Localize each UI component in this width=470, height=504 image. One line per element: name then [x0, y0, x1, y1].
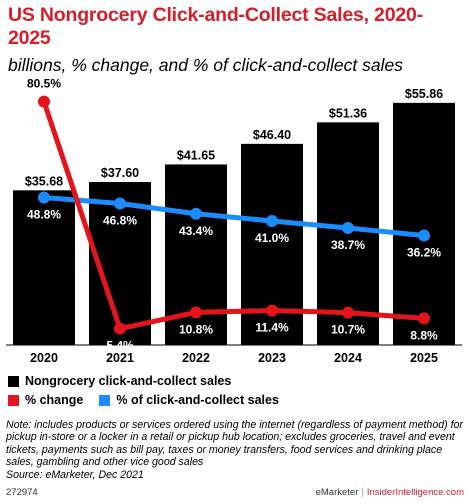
share-label-2023: 41.0% — [255, 231, 289, 245]
x-tick-2020: 2020 — [30, 351, 58, 365]
share-label-2025: 36.2% — [407, 246, 441, 260]
bar-2020 — [13, 190, 75, 345]
bar-label-2020: $35.68 — [25, 174, 63, 188]
x-tick-2023: 2023 — [258, 351, 286, 365]
x-axis-tick-labels: 2020 2021 2022 2023 2024 2025 — [30, 351, 438, 365]
share-label-2022: 43.4% — [179, 224, 213, 238]
share-point-2020 — [38, 191, 50, 204]
change-point-2025 — [418, 312, 430, 325]
share-point-2025 — [418, 229, 430, 242]
change-point-2023 — [266, 304, 278, 317]
legend-swatch-share — [99, 394, 111, 406]
legend-swatch-change — [8, 394, 19, 406]
change-label-2025: 8.8% — [410, 328, 438, 342]
x-tick-2021: 2021 — [106, 351, 134, 365]
change-point-2020 — [38, 95, 50, 108]
chart-title: US Nongrocery Click-and-Collect Sales, 2… — [8, 4, 423, 49]
share-point-2021 — [114, 197, 126, 210]
bar-label-2023: $46.40 — [253, 128, 291, 142]
change-label-2023: 11.4% — [255, 321, 289, 335]
x-tick-2025: 2025 — [410, 351, 438, 365]
legend-label-share: % of click-and-collect sales — [116, 393, 279, 407]
chart-id: 272974 — [6, 487, 38, 498]
bars-layer — [13, 102, 455, 346]
change-point-2024 — [342, 306, 354, 319]
share-line — [41, 194, 427, 239]
legend-label-change: % change — [25, 393, 84, 407]
brand-separator: | — [361, 487, 364, 498]
change-point-2022 — [190, 306, 202, 319]
note-text: Note: includes products or services orde… — [6, 419, 463, 469]
change-line — [41, 99, 427, 332]
chart-note: Note: includes products or services orde… — [6, 419, 466, 481]
change-point-2021 — [114, 322, 126, 335]
brand-insiderintelligence: InsiderIntelligence.com — [366, 487, 464, 498]
share-label-2024: 38.7% — [331, 238, 365, 252]
x-tick-2022: 2022 — [182, 351, 210, 365]
change-label-2022: 10.8% — [179, 322, 213, 336]
bar-label-2021: $37.60 — [101, 166, 139, 180]
footer-brands: eMarketer | InsiderIntelligence.com — [316, 487, 464, 498]
share-point-2024 — [342, 221, 354, 234]
share-point-2022 — [190, 207, 202, 220]
share-point-2023 — [266, 215, 278, 228]
x-tick-2024: 2024 — [334, 351, 362, 365]
bar-2025 — [393, 102, 455, 346]
change-label-2021: 5.4% — [106, 339, 134, 353]
share-label-2020: 48.8% — [27, 207, 61, 221]
brand-emarketer: eMarketer — [315, 487, 359, 498]
bar-labels-layer: $35.68 $37.60 $41.65 $46.40 $51.36 $55.86 — [25, 87, 443, 188]
change-line-layer: 80.5% 5.4% 10.8% 11.4% 10.7% 8.8% — [27, 77, 438, 353]
change-label-2020: 80.5% — [27, 77, 61, 91]
bar-label-2025: $55.86 — [405, 87, 443, 101]
chart-subtitle: billions, % change, and % of click-and-c… — [8, 55, 403, 75]
legend-row-2: % change % of click-and-collect sales — [8, 393, 279, 407]
source-text: Source: eMarketer, Dec 2021 — [6, 468, 144, 481]
legend-row-1: Nongrocery click-and-collect sales — [8, 374, 231, 388]
change-label-2024: 10.7% — [331, 323, 365, 337]
legend-label-bars: Nongrocery click-and-collect sales — [25, 374, 232, 388]
bar-label-2024: $51.36 — [329, 106, 367, 120]
share-line-layer: 48.8% 46.8% 43.4% 41.0% 38.7% 36.2% — [27, 191, 441, 260]
share-label-2021: 46.8% — [103, 213, 137, 227]
legend-swatch-bars — [8, 375, 19, 387]
bar-label-2022: $41.65 — [177, 148, 215, 162]
